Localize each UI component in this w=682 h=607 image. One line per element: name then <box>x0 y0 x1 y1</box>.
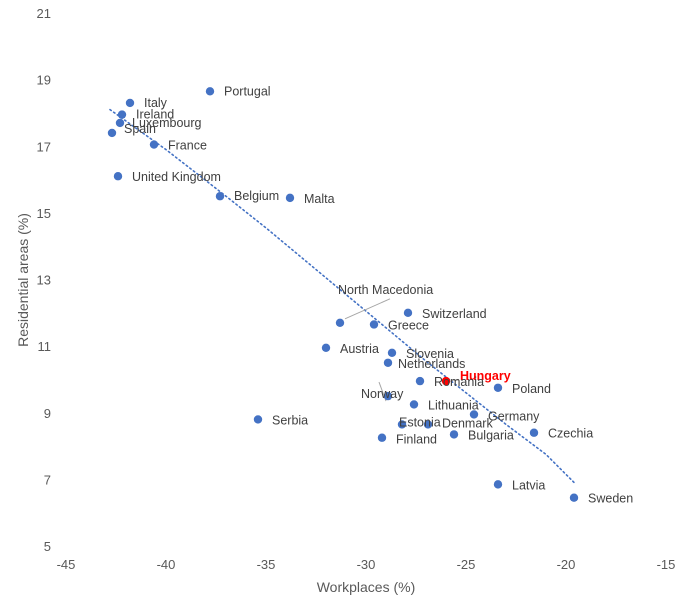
y-tick-label: 19 <box>37 73 51 88</box>
data-point <box>377 433 387 442</box>
point-label: Denmark <box>442 416 493 430</box>
y-tick-label: 15 <box>37 206 51 221</box>
point-label: France <box>168 139 207 153</box>
point-label: United Kingdom <box>132 170 221 184</box>
point-label: Bulgaria <box>468 428 514 442</box>
data-point <box>403 308 413 318</box>
x-axis-title: Workplaces (%) <box>317 579 416 595</box>
data-point <box>285 193 295 203</box>
data-point <box>569 493 579 502</box>
data-point <box>423 420 433 429</box>
data-point <box>215 192 225 201</box>
point-label: Luxembourg <box>132 116 202 130</box>
y-tick-label: 7 <box>44 472 51 487</box>
data-point <box>115 118 125 128</box>
point-label: Belgium <box>234 189 279 203</box>
point-label: Finland <box>396 433 437 447</box>
x-tick-label: -30 <box>357 557 376 572</box>
y-tick-label: 9 <box>44 406 51 421</box>
point-label: Germany <box>488 409 540 423</box>
data-point <box>415 376 425 386</box>
point-label: Latvia <box>512 478 545 492</box>
point-label: Sweden <box>588 492 633 506</box>
point-label: Italy <box>144 96 168 110</box>
trendline <box>109 108 577 486</box>
data-point <box>113 172 123 181</box>
point-label: Netherlands <box>398 357 465 371</box>
x-tick-label: -40 <box>157 557 176 572</box>
point-label: Greece <box>388 318 429 332</box>
x-axis-ticks: -45 -40 -35 -30 -25 -20 -15 <box>57 557 676 572</box>
point-label: Malta <box>304 192 335 206</box>
y-tick-label: 11 <box>38 339 52 354</box>
data-point <box>469 410 479 419</box>
x-tick-label: -15 <box>657 557 676 572</box>
point-label: Portugal <box>224 84 271 98</box>
data-points-layer <box>107 87 579 502</box>
data-point <box>253 415 263 424</box>
x-tick-label: -20 <box>557 557 576 572</box>
point-label: Ireland <box>136 108 174 122</box>
data-point <box>149 140 159 149</box>
data-point <box>205 87 215 96</box>
point-label: Estonia <box>399 415 441 429</box>
leader-line <box>344 298 391 320</box>
point-label: Romania <box>434 375 484 389</box>
point-label: Spain <box>124 122 156 136</box>
data-point <box>321 343 331 352</box>
trendline-layer <box>109 108 577 486</box>
data-point <box>383 358 393 367</box>
point-label: North Macedonia <box>338 283 433 297</box>
y-tick-label: 13 <box>37 273 51 288</box>
x-tick-label: -45 <box>57 557 76 572</box>
point-label: Norway <box>361 387 404 401</box>
data-point <box>409 400 419 409</box>
point-label: Slovenia <box>406 347 454 361</box>
point-label: Serbia <box>272 413 308 427</box>
point-label: Switzerland <box>422 307 487 321</box>
data-point <box>493 383 503 392</box>
point-label: Czechia <box>548 427 593 441</box>
x-tick-label: -25 <box>457 557 476 572</box>
data-point <box>335 318 345 328</box>
y-axis-ticks: 5 7 9 11 13 15 17 19 21 <box>37 6 51 554</box>
data-point <box>107 128 117 138</box>
data-point <box>529 428 539 437</box>
point-label: Austria <box>340 342 379 356</box>
y-tick-label: 17 <box>37 139 51 154</box>
data-point <box>125 98 135 108</box>
data-point <box>369 320 379 329</box>
data-point <box>449 430 459 439</box>
y-tick-label: 5 <box>44 539 51 554</box>
data-point <box>383 391 393 401</box>
point-label: Lithuania <box>428 398 479 412</box>
x-tick-label: -35 <box>257 557 276 572</box>
y-axis-title: Residential areas (%) <box>15 213 31 347</box>
y-tick-label: 21 <box>37 6 51 21</box>
data-point <box>387 348 397 357</box>
data-point <box>493 480 503 489</box>
point-label: Poland <box>512 382 551 396</box>
data-point <box>117 110 127 119</box>
data-point <box>441 376 451 386</box>
data-point <box>397 420 407 429</box>
point-label: Hungary <box>460 369 511 383</box>
